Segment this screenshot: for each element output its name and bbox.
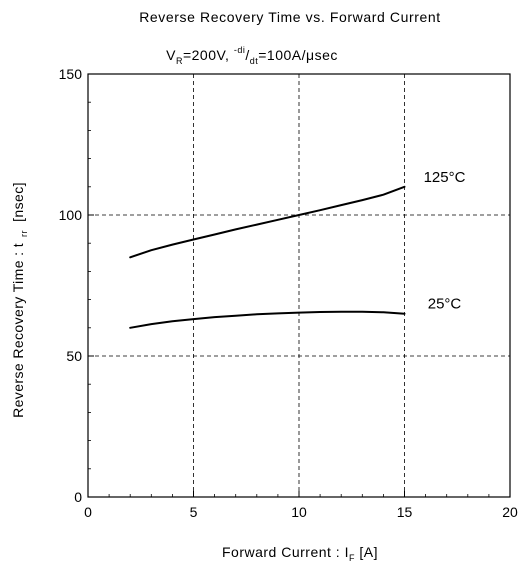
y-tick-label: 100: [59, 207, 83, 223]
x-tick-label: 0: [84, 504, 92, 520]
series-line-25c: [129, 310, 406, 329]
subtitle-vr: V: [166, 47, 176, 63]
subtitle-di: -di: [234, 45, 246, 55]
y-tick-label: 0: [74, 489, 82, 505]
series-line-125c: [129, 185, 406, 259]
series-label: 125°C: [424, 169, 466, 186]
series-label: 25°C: [428, 296, 462, 313]
x-axis-label: Forward Current : IF [A]: [222, 544, 378, 563]
chart-title: Reverse Recovery Time vs. Forward Curren…: [139, 9, 441, 25]
x-axis-label-unit: [A]: [355, 544, 378, 560]
x-tick-label: 20: [502, 504, 518, 520]
subtitle-slash: /: [245, 47, 249, 63]
y-axis-label: Reverse Recovery Time : t rr [nsec]: [10, 182, 29, 418]
x-axis-label-main: Forward Current : I: [222, 544, 349, 560]
y-axis-label-unit: [nsec]: [10, 182, 26, 226]
grid: [88, 74, 510, 497]
y-axis-label-sub: rr: [19, 230, 29, 237]
x-axis-label-sub: F: [349, 553, 355, 563]
x-tick-label: 5: [190, 504, 198, 520]
series-group: 125°C 25°C: [129, 169, 466, 329]
x-tick-label: 15: [397, 504, 413, 520]
subtitle-rate: =100A/μsec: [258, 47, 338, 63]
subtitle-vr-value: =200V,: [183, 47, 234, 63]
y-tick-label: 150: [59, 66, 83, 82]
y-tick-label: 50: [66, 348, 82, 364]
x-tick-label: 10: [291, 504, 307, 520]
subtitle-vr-sub: R: [176, 56, 183, 66]
y-axis-label-main: Reverse Recovery Time : t: [10, 243, 26, 418]
chart-subtitle: VR=200V, -di/dt=100A/μsec: [166, 45, 338, 66]
subtitle-dt: dt: [250, 56, 259, 66]
axis-ticks: 0 5 10 15 20 0 50 100 150: [59, 66, 518, 520]
